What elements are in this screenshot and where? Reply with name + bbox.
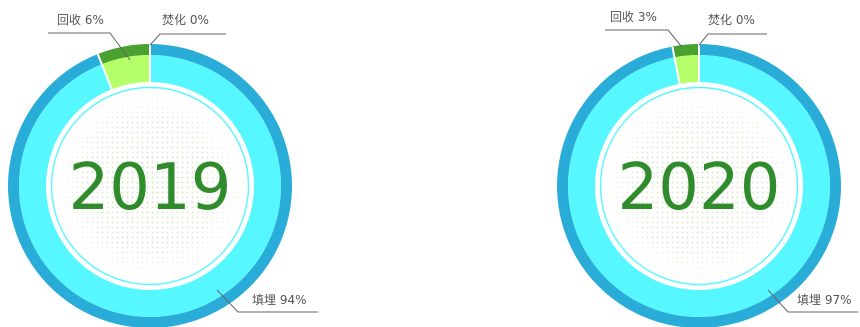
slice-recycle-outer [672,44,699,58]
label-recycle: 回收 6% [48,13,131,61]
donut-chart-2019: 2019 回收 6% 焚化 0% 填埋 94% [8,13,318,327]
leader-line-landfill [216,289,318,313]
leader-line-recycle [48,32,131,61]
label-incinerate: 焚化 0% [698,13,767,46]
inner-white-ring [48,84,252,288]
leader-line-recycle [605,29,683,48]
inner-cyan-line [50,86,250,286]
label-landfill: 填埋 97% [767,289,858,313]
slice-separator [671,46,681,85]
slice-recycle-inner [674,55,699,84]
slice-separator [96,53,113,90]
label-text-recycle: 回收 3% [610,10,657,24]
label-text-landfill: 填埋 94% [252,293,307,307]
leader-line-incinerate [698,33,767,46]
slice-recycle-inner [101,55,150,90]
chart-title-year: 2020 [618,151,781,225]
label-text-incinerate: 焚化 0% [162,13,209,27]
leader-line-incinerate [149,33,226,46]
donut-rings [557,44,841,327]
label-text-recycle: 回收 6% [57,13,104,27]
label-incinerate: 焚化 0% [149,13,226,46]
center-dot-fade [604,91,794,281]
center-dot-fade [55,91,245,281]
label-landfill: 填埋 94% [216,289,318,313]
label-recycle: 回收 3% [605,10,683,48]
chart-title-year: 2019 [69,151,232,225]
label-text-landfill: 填埋 97% [797,293,852,307]
leader-line-landfill [767,289,858,313]
donut-chart-2020: 2020 回收 3% 焚化 0% 填埋 97% [557,10,858,327]
inner-cyan-line [599,86,799,286]
label-text-incinerate: 焚化 0% [708,13,755,27]
slice-recycle-outer [97,44,150,65]
inner-white-ring [597,84,801,288]
donut-rings [8,44,292,327]
